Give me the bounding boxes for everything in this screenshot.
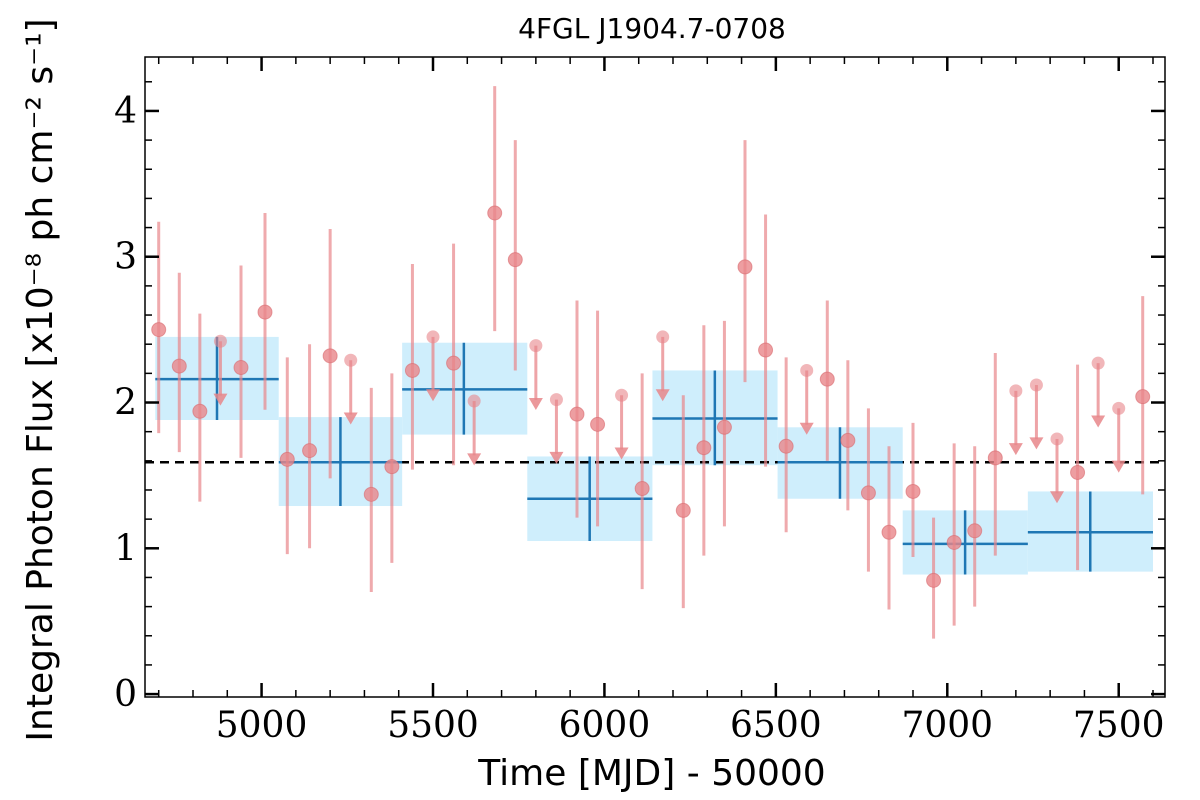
upper-limit-head-1 <box>343 412 358 425</box>
detection-point-30 <box>967 523 983 539</box>
detection-point-2 <box>192 403 208 419</box>
upper-limit-point-6 <box>615 388 629 402</box>
upper-limit-point-7 <box>656 330 670 344</box>
upper-limit-point-10 <box>1029 378 1043 392</box>
upper-limit-head-2 <box>426 389 440 402</box>
upper-limit-point-5 <box>549 393 563 407</box>
detection-point-7 <box>322 348 338 364</box>
detection-point-5 <box>279 451 295 467</box>
upper-limit-point-8 <box>800 363 814 377</box>
detection-point-0 <box>151 322 167 338</box>
detection-point-6 <box>302 443 318 459</box>
detection-point-27 <box>905 483 921 499</box>
upper-limit-head-10 <box>1029 437 1044 450</box>
plot-frame <box>144 56 1166 698</box>
upper-limit-point-2 <box>426 330 440 344</box>
x-tick-label-1: 5500 <box>387 705 479 746</box>
detection-point-23 <box>819 371 835 387</box>
x-axis-title: Time [MJD] - 50000 <box>477 753 825 794</box>
detection-point-4 <box>257 304 273 320</box>
detection-point-8 <box>363 486 379 502</box>
detection-point-14 <box>569 406 585 422</box>
upper-limit-head-6 <box>614 447 629 460</box>
detection-point-21 <box>758 342 774 358</box>
plot-area: 5000 5500 6000 6500 7000 7500 0 1 2 3 4 <box>114 56 1166 746</box>
upper-limit-point-1 <box>344 353 358 367</box>
x-tick-label-2: 6000 <box>559 705 651 746</box>
upper-limit-head-4 <box>528 397 543 410</box>
upper-limit-point-9 <box>1009 384 1023 398</box>
y-tick-label-2: 2 <box>114 383 137 424</box>
detection-point-22 <box>778 438 794 454</box>
upper-limit-point-11 <box>1050 432 1064 446</box>
upper-limit-head-8 <box>799 422 814 435</box>
detection-point-9 <box>384 459 400 475</box>
detection-point-19 <box>716 419 732 435</box>
upper-limit-head-9 <box>1008 443 1023 456</box>
x-tick-label-5: 7500 <box>1073 705 1165 746</box>
x-tick-label-3: 6500 <box>730 705 822 746</box>
detection-point-17 <box>675 502 691 518</box>
detection-point-10 <box>404 362 420 378</box>
y-tick-label-0: 0 <box>114 674 137 715</box>
detection-point-18 <box>696 440 712 456</box>
detection-point-29 <box>946 534 962 550</box>
upper-limit-head-7 <box>655 389 670 402</box>
detection-point-26 <box>881 524 897 540</box>
chart-title: 4FGL J1904.7-0708 <box>518 12 786 45</box>
upper-limit-head-3 <box>467 453 482 466</box>
y-tick-label-3: 3 <box>114 237 137 278</box>
detection-point-15 <box>590 416 606 432</box>
y-axis-title: Integral Photon Flux [x10⁻⁸ ph cm⁻² s⁻¹] <box>20 18 61 741</box>
detection-point-13 <box>507 252 523 268</box>
upper-limit-head-5 <box>549 451 564 464</box>
detection-point-12 <box>487 205 503 221</box>
detection-point-1 <box>171 358 187 374</box>
detection-point-3 <box>233 360 249 376</box>
y-tick-label-1: 1 <box>114 528 137 569</box>
upper-limit-head-12 <box>1091 415 1106 428</box>
detection-point-31 <box>987 450 1003 466</box>
detection-point-25 <box>860 485 876 501</box>
detection-point-16 <box>634 481 650 497</box>
upper-limit-head-11 <box>1050 491 1064 504</box>
y-tick-label-4: 4 <box>114 91 137 132</box>
upper-limit-point-4 <box>529 339 543 353</box>
x-tick-label-0: 5000 <box>216 705 308 746</box>
detection-point-24 <box>840 432 856 448</box>
upper-limit-head-13 <box>1111 460 1126 473</box>
detection-point-28 <box>926 572 942 588</box>
upper-limit-point-3 <box>467 394 481 408</box>
upper-limit-point-13 <box>1112 401 1126 415</box>
detection-point-20 <box>737 259 753 275</box>
detection-point-33 <box>1135 389 1151 405</box>
detection-point-32 <box>1070 464 1086 480</box>
upper-limit-point-12 <box>1091 356 1105 370</box>
upper-limit-head-0 <box>213 393 228 406</box>
x-tick-label-4: 7000 <box>901 705 993 746</box>
detection-point-11 <box>446 355 462 371</box>
upper-limit-point-0 <box>213 334 227 348</box>
